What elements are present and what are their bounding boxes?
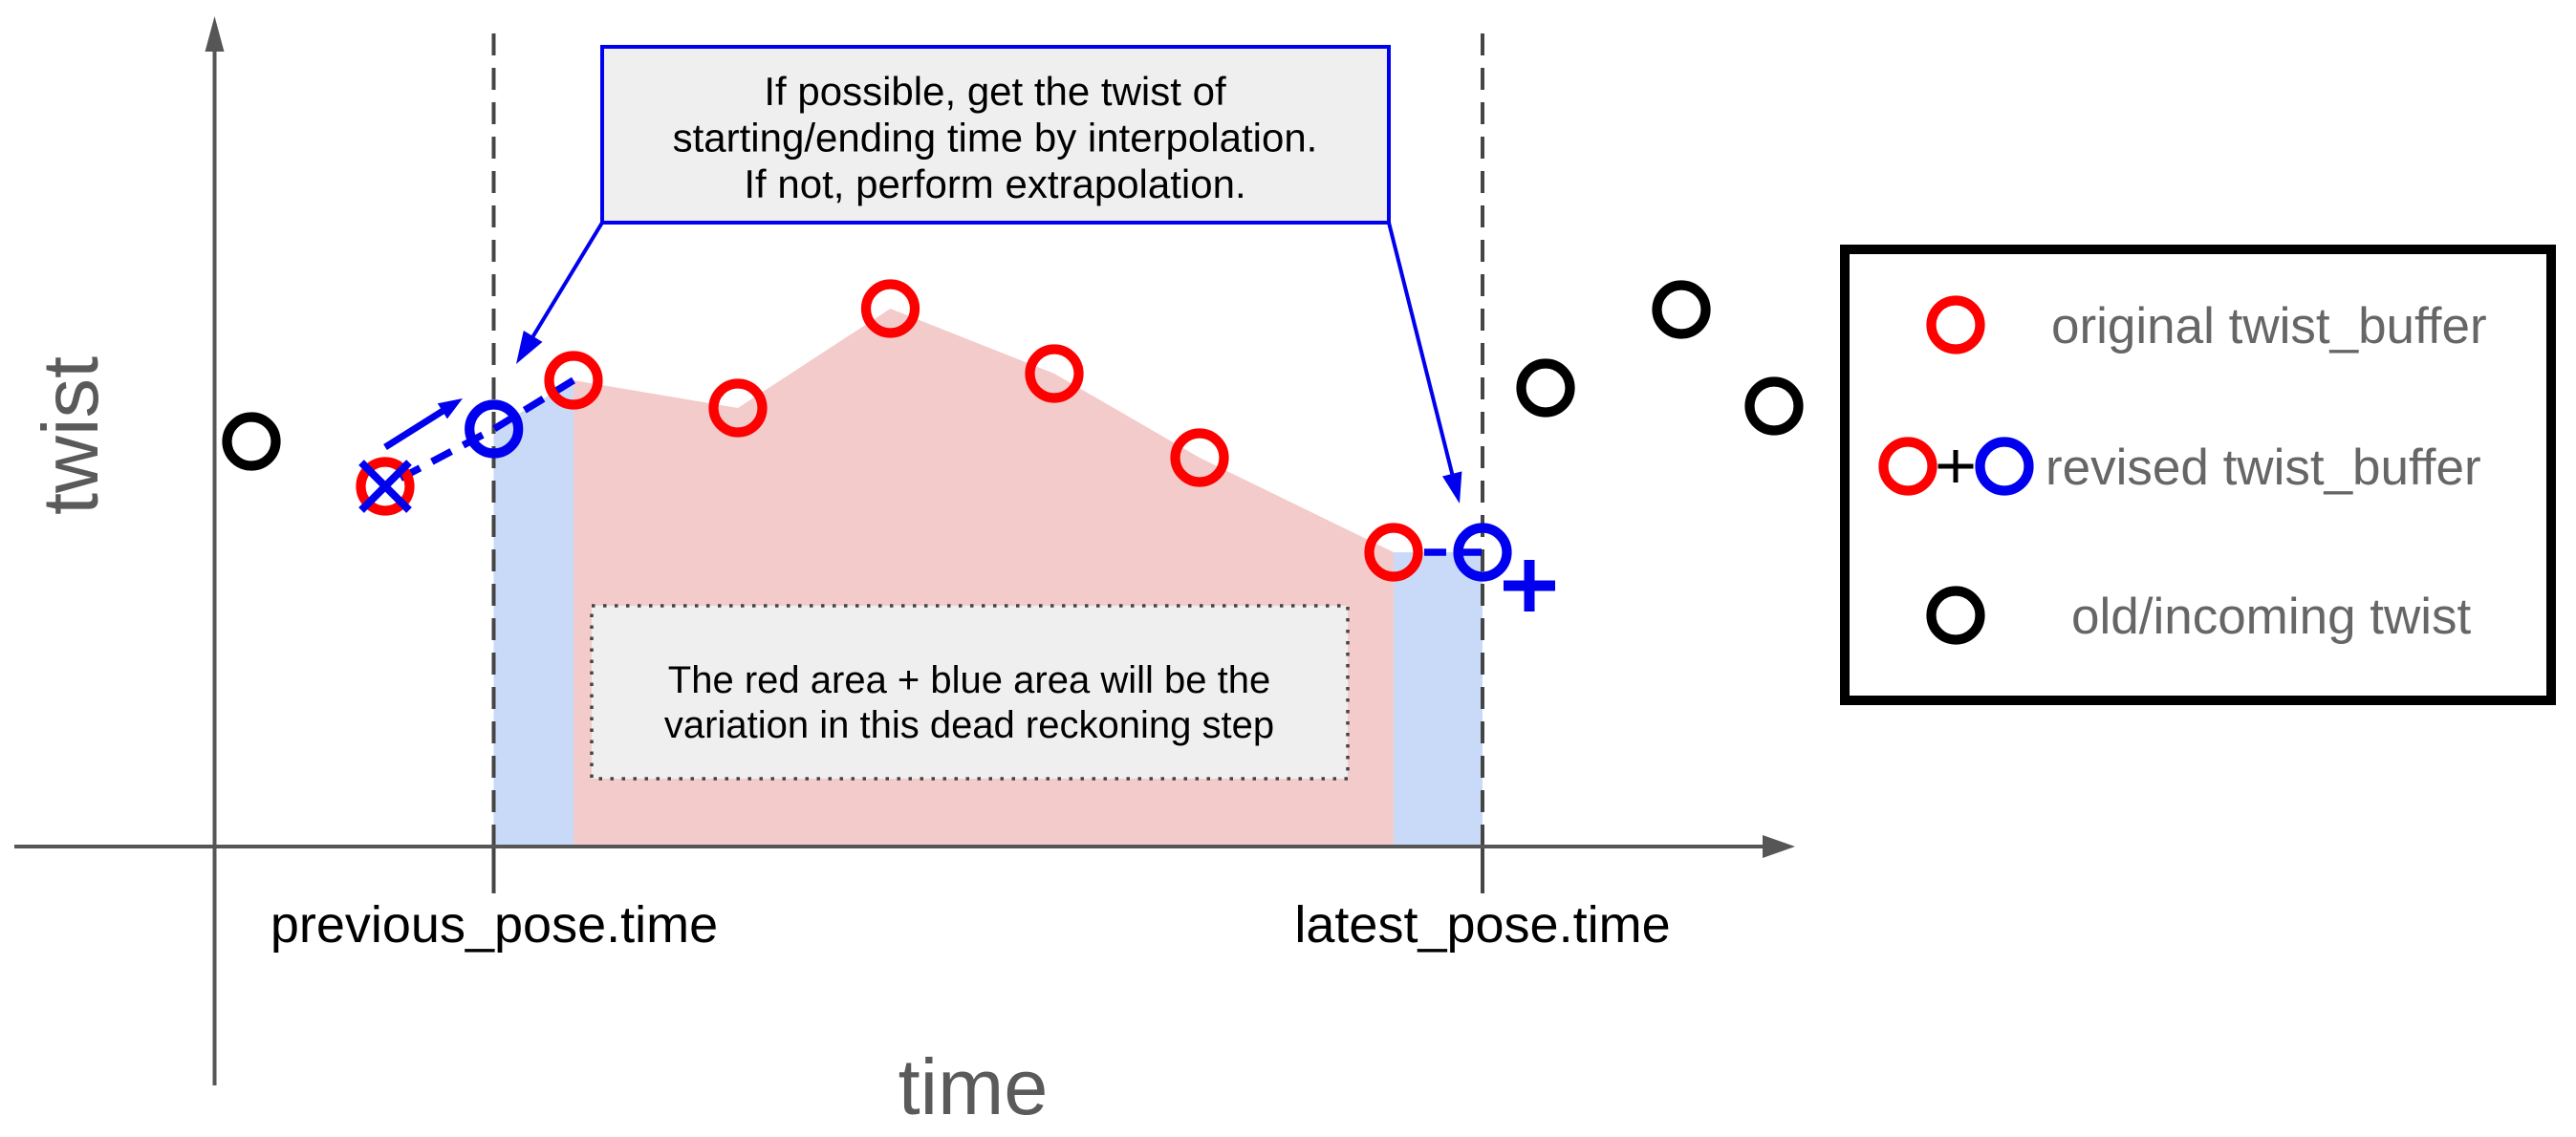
svg-text:time: time <box>898 1042 1049 1131</box>
svg-text:starting/ending time by interp: starting/ending time by interpolation. <box>673 116 1318 161</box>
svg-text:The red area + blue area will: The red area + blue area will be the <box>668 659 1270 701</box>
svg-text:old/incoming twist: old/incoming twist <box>2071 589 2472 645</box>
svg-text:If not, perform extrapolation.: If not, perform extrapolation. <box>744 161 1245 206</box>
svg-text:If possible, get the twist of: If possible, get the twist of <box>764 69 1226 114</box>
svg-text:latest_pose.time: latest_pose.time <box>1294 896 1670 954</box>
svg-text:variation in this dead reckoni: variation in this dead reckoning step <box>664 704 1274 746</box>
svg-text:revised twist_buffer: revised twist_buffer <box>2046 440 2481 496</box>
svg-text:original twist_buffer: original twist_buffer <box>2051 298 2487 354</box>
svg-text:previous_pose.time: previous_pose.time <box>271 896 718 954</box>
svg-text:twist: twist <box>26 356 115 515</box>
